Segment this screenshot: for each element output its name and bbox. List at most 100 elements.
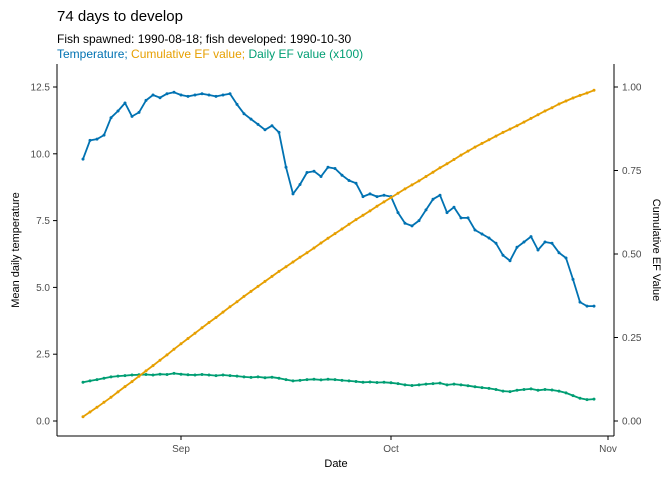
data-point [508,259,512,263]
data-point [88,410,92,414]
data-point [410,224,414,228]
data-point [326,377,330,381]
data-point [284,165,288,169]
data-point [459,153,463,157]
data-point [396,211,400,215]
data-point [109,116,113,120]
data-point [564,99,568,103]
data-point [522,240,526,244]
data-point [193,373,197,377]
y-right-tick-label: 0.25 [622,333,642,344]
data-point [333,232,337,236]
x-tick-label: Oct [383,444,399,455]
data-point [347,379,351,383]
data-point [445,162,449,166]
data-point [445,211,449,215]
data-point [550,241,554,245]
data-point [431,170,435,174]
data-point [431,197,435,201]
data-point [543,240,547,244]
legend: Temperature; Cumulative EF value; Daily … [57,47,363,61]
data-point [298,378,302,382]
data-point [130,373,134,377]
data-point [452,158,456,161]
data-point [270,124,274,128]
data-point [151,93,155,97]
y-right-axis-title: Cumulative EF Value [650,198,662,302]
data-point [536,113,540,117]
data-point [256,122,260,126]
legend-item-cumulative-ef-value: Cumulative EF value; [131,47,249,61]
data-point [494,134,498,138]
data-point [438,193,442,197]
y-right-tick-label: 0.00 [622,417,642,428]
data-point [305,251,309,255]
data-point [494,388,498,391]
legend-item-daily-ef-value-x100: Daily EF value (x100) [248,47,364,61]
data-point [585,91,589,95]
data-point [312,246,316,250]
data-point [270,375,274,379]
data-point [88,379,92,383]
data-point [249,289,253,293]
data-point [480,386,484,390]
data-point [249,117,253,121]
data-point [305,378,309,382]
data-point [382,193,386,197]
data-point [207,93,211,97]
data-point [501,130,505,134]
data-point [375,381,379,384]
data-point [298,183,302,186]
y-left-tick-label: 2.5 [36,350,50,361]
data-point [592,397,596,401]
data-point [550,106,554,110]
data-point [340,378,344,382]
data-point [102,376,106,380]
data-point [396,382,400,386]
data-point [200,373,204,376]
data-point [410,384,414,387]
data-point [88,138,92,142]
data-point [158,358,162,362]
data-point [354,181,358,185]
data-point [459,383,463,387]
data-point [116,109,120,113]
data-point [417,383,421,387]
data-point [361,213,365,217]
data-point [326,236,330,240]
y-left-tick-label: 0.0 [36,417,50,428]
data-point [452,382,456,386]
data-point [130,380,134,384]
data-point [95,405,99,409]
data-point [571,277,575,281]
data-point [144,369,148,373]
chart-title: 74 days to develop [57,8,183,25]
data-point [263,279,267,283]
data-point [158,372,162,376]
x-tick-label: Sep [172,444,190,455]
data-point [452,205,456,209]
data-point [172,90,176,94]
data-point [389,381,393,385]
data-point [137,110,141,114]
data-point [529,387,533,391]
data-point [564,391,568,395]
data-point [186,373,190,377]
y-left-tick-label: 12.5 [31,83,51,94]
data-point [340,227,344,231]
data-point [165,92,169,96]
data-point [333,378,337,382]
data-point [445,383,449,387]
data-point [284,378,288,382]
data-point [235,102,239,106]
data-point [319,378,323,382]
data-point [354,218,358,222]
data-point [172,371,176,375]
data-point [466,384,470,388]
data-point [557,102,561,106]
data-point [571,96,575,100]
data-point [403,187,407,191]
data-point [179,93,183,97]
data-point [473,228,477,232]
data-point [578,396,582,400]
